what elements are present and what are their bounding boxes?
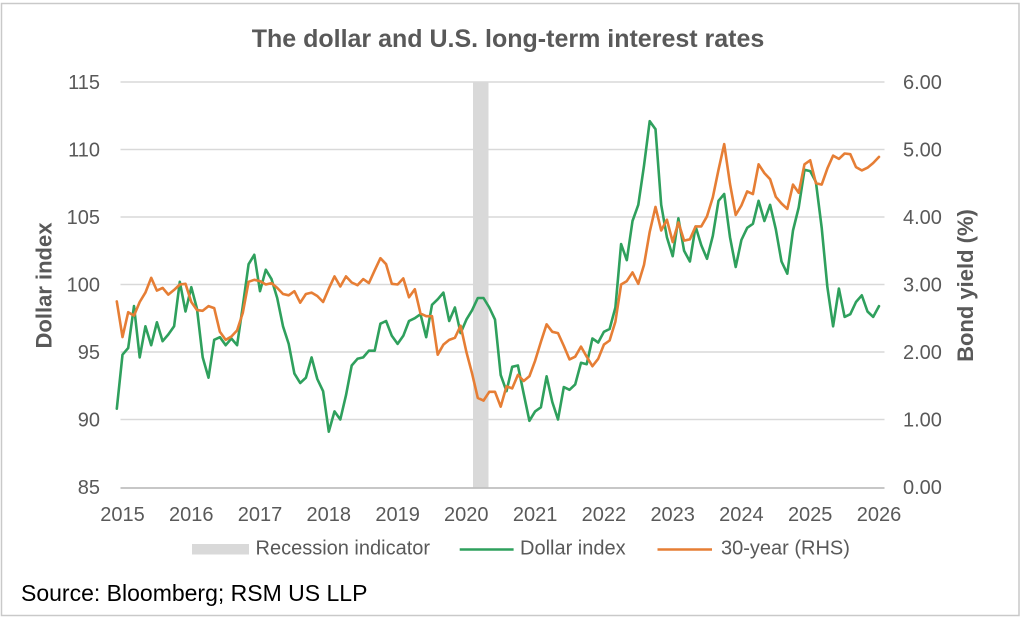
svg-text:Recession indicator: Recession indicator <box>256 538 431 560</box>
svg-text:105: 105 <box>67 207 100 229</box>
svg-text:3.00: 3.00 <box>903 275 942 297</box>
svg-text:30-year (RHS): 30-year (RHS) <box>721 538 850 560</box>
svg-text:95: 95 <box>78 342 100 364</box>
svg-text:2022: 2022 <box>582 504 627 526</box>
svg-text:2018: 2018 <box>307 504 352 526</box>
svg-text:2016: 2016 <box>169 504 214 526</box>
svg-text:Dollar index: Dollar index <box>32 222 57 349</box>
svg-text:2.00: 2.00 <box>903 342 942 364</box>
svg-text:2026: 2026 <box>857 504 902 526</box>
svg-text:5.00: 5.00 <box>903 140 942 162</box>
svg-text:2021: 2021 <box>513 504 558 526</box>
svg-text:6.00: 6.00 <box>903 72 942 94</box>
svg-text:Source: Bloomberg; RSM US LLP: Source: Bloomberg; RSM US LLP <box>21 580 367 606</box>
svg-text:2015: 2015 <box>100 504 145 526</box>
svg-text:2024: 2024 <box>719 504 764 526</box>
svg-text:1.00: 1.00 <box>903 410 942 432</box>
svg-text:2020: 2020 <box>444 504 489 526</box>
svg-text:90: 90 <box>78 410 100 432</box>
svg-text:2023: 2023 <box>650 504 695 526</box>
svg-text:0.00: 0.00 <box>903 477 942 499</box>
svg-text:2017: 2017 <box>238 504 283 526</box>
svg-text:Bond yield (%): Bond yield (%) <box>953 209 978 362</box>
svg-text:2025: 2025 <box>788 504 833 526</box>
svg-text:The dollar and U.S. long-term: The dollar and U.S. long-term interest r… <box>252 25 765 53</box>
svg-text:115: 115 <box>68 72 100 94</box>
svg-text:Dollar index: Dollar index <box>520 538 626 560</box>
svg-text:4.00: 4.00 <box>903 207 942 229</box>
svg-text:85: 85 <box>78 477 100 499</box>
svg-text:110: 110 <box>68 140 100 162</box>
svg-text:100: 100 <box>67 275 100 297</box>
svg-text:2019: 2019 <box>375 504 420 526</box>
